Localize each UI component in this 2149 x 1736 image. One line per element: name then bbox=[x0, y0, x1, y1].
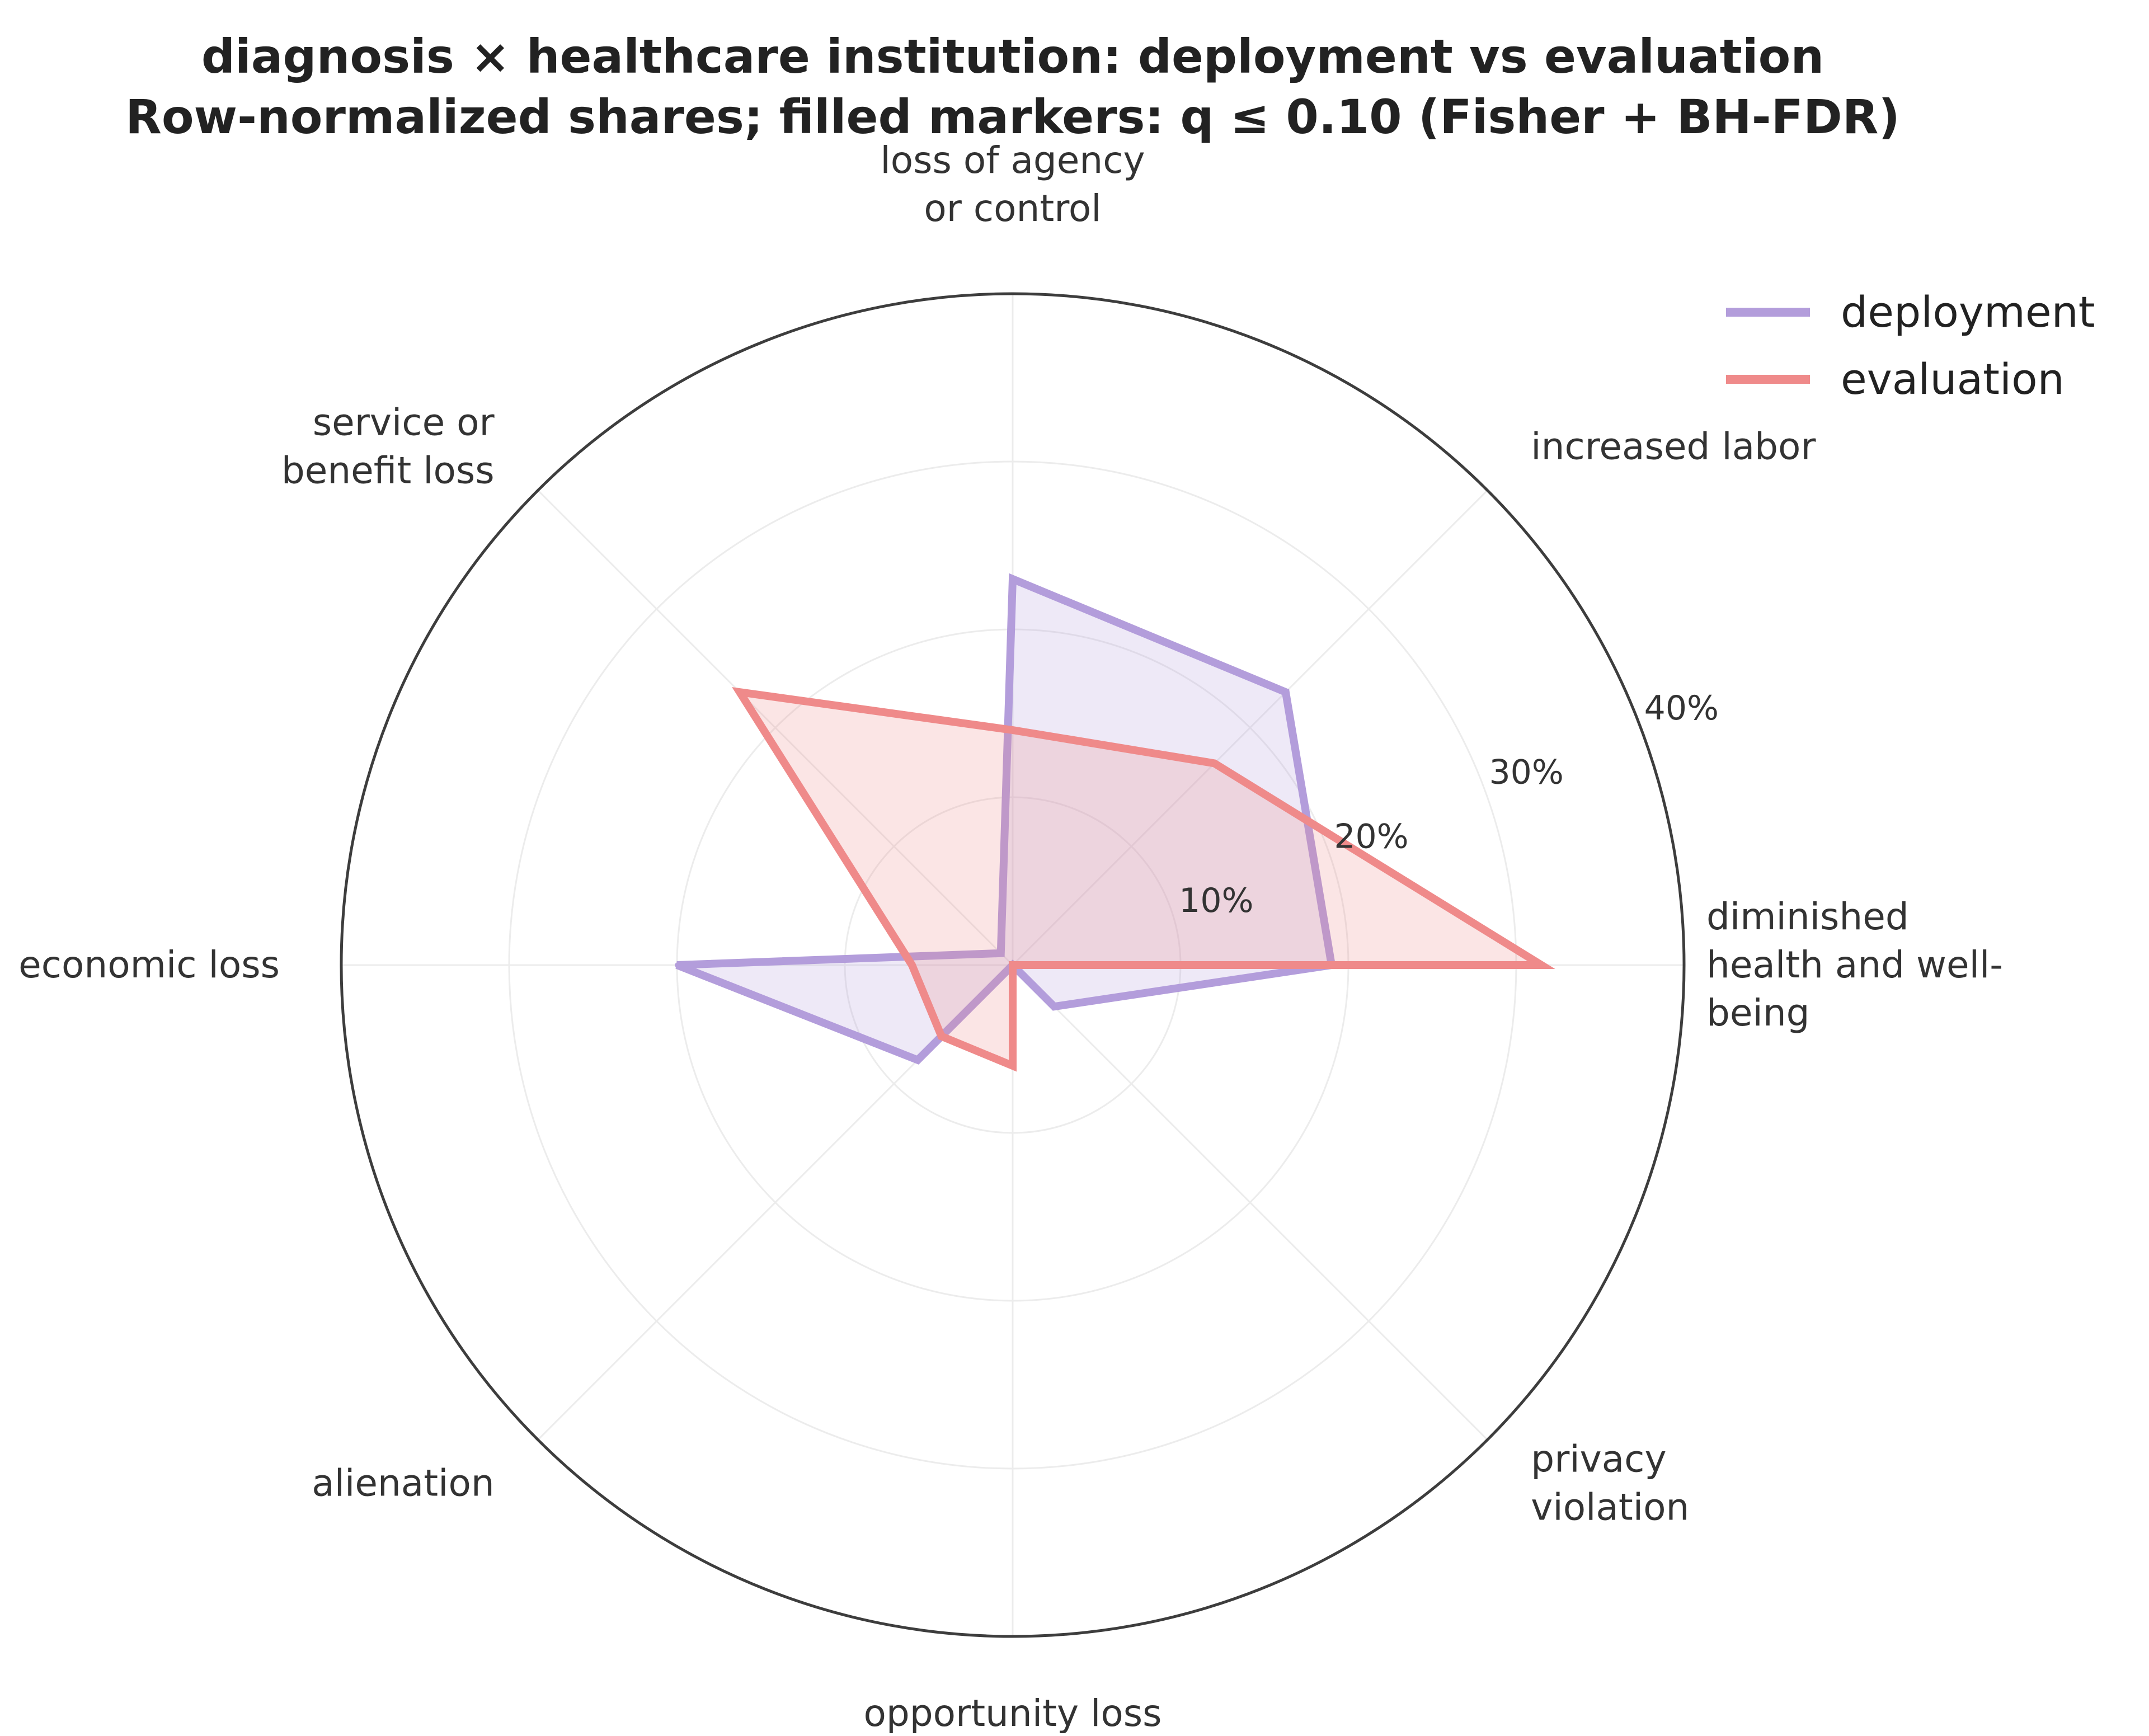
series-layer bbox=[675, 573, 1555, 1072]
grid-spoke-8 bbox=[1012, 964, 1488, 1441]
chart-title: diagnosis × healthcare institution: depl… bbox=[201, 29, 1824, 84]
data-point-evaluation-7 bbox=[1010, 1064, 1015, 1068]
legend-label-evaluation: evaluation bbox=[1841, 354, 2065, 404]
grid-spoke-2 bbox=[1012, 490, 1488, 966]
data-point-deployment-8 bbox=[1052, 1004, 1057, 1009]
outer-circle bbox=[340, 292, 1686, 1638]
category-label-5: economic loss bbox=[18, 943, 280, 986]
data-point-deployment-2 bbox=[1283, 690, 1288, 695]
category-label-3-line-1: loss of agency bbox=[880, 139, 1145, 182]
series-fill-evaluation bbox=[740, 692, 1541, 1066]
series-fill-deployment bbox=[677, 579, 1332, 1060]
category-label-7-line-1: opportunity loss bbox=[864, 1692, 1162, 1733]
legend: deployment evaluation bbox=[1726, 287, 2095, 404]
data-point-evaluation-4 bbox=[737, 690, 742, 695]
category-label-4-line-2: benefit loss bbox=[281, 449, 495, 492]
category-label-6: alienation bbox=[312, 1461, 494, 1504]
legend-label-deployment: deployment bbox=[1841, 287, 2095, 337]
category-label-5-line-1: economic loss bbox=[18, 943, 280, 986]
data-point-deployment-5 bbox=[675, 963, 679, 967]
outer-layer bbox=[340, 292, 1686, 1638]
data-point-deployment-6 bbox=[915, 1057, 920, 1062]
category-label-3-line-2: or control bbox=[924, 187, 1101, 230]
data-point-evaluation-3 bbox=[1010, 728, 1015, 732]
category-label-3: loss of agency or control bbox=[880, 139, 1145, 230]
category-label-1-line-3: being bbox=[1706, 991, 1810, 1034]
grid-spoke-4 bbox=[537, 490, 1014, 966]
category-label-8-line-2: violation bbox=[1531, 1485, 1689, 1528]
category-label-4: service or benefit loss bbox=[281, 401, 495, 492]
radial-tick-label-2: 20% bbox=[1334, 817, 1408, 856]
radial-tick-label-3: 30% bbox=[1489, 753, 1563, 792]
data-point-evaluation-6 bbox=[939, 1034, 944, 1039]
category-label-7: opportunity loss bbox=[864, 1692, 1162, 1735]
data-point-deployment-4 bbox=[998, 951, 1003, 956]
data-point-evaluation-1 bbox=[1539, 963, 1544, 967]
radial-tick-label-1: 10% bbox=[1179, 881, 1253, 920]
category-label-1-line-2: health and well- bbox=[1706, 943, 2003, 986]
category-label-1-line-1: diminished bbox=[1706, 895, 1909, 938]
data-point-deployment-3 bbox=[1010, 577, 1015, 581]
chart-subtitle: Row-normalized shares; filled markers: q… bbox=[125, 90, 1900, 144]
data-point-evaluation-2 bbox=[1212, 761, 1217, 766]
radial-tick-label-4: 40% bbox=[1644, 689, 1719, 728]
data-point-evaluation-5 bbox=[910, 963, 914, 967]
label-layer: 10% 20% 30% 40% diminished health and well-be… bbox=[18, 139, 2003, 1735]
category-label-4-line-1: service or bbox=[313, 401, 495, 444]
category-label-8-line-1: privacy bbox=[1531, 1437, 1666, 1480]
category-label-2-line-1: increased labor bbox=[1531, 425, 1816, 468]
data-point-evaluation-8 bbox=[1010, 963, 1015, 967]
category-label-6-line-1: alienation bbox=[312, 1461, 494, 1504]
category-label-2: increased labor bbox=[1531, 425, 1816, 468]
category-label-8: privacy violation bbox=[1531, 1437, 1689, 1528]
category-label-1: diminished health and well-being bbox=[1706, 895, 2003, 1034]
